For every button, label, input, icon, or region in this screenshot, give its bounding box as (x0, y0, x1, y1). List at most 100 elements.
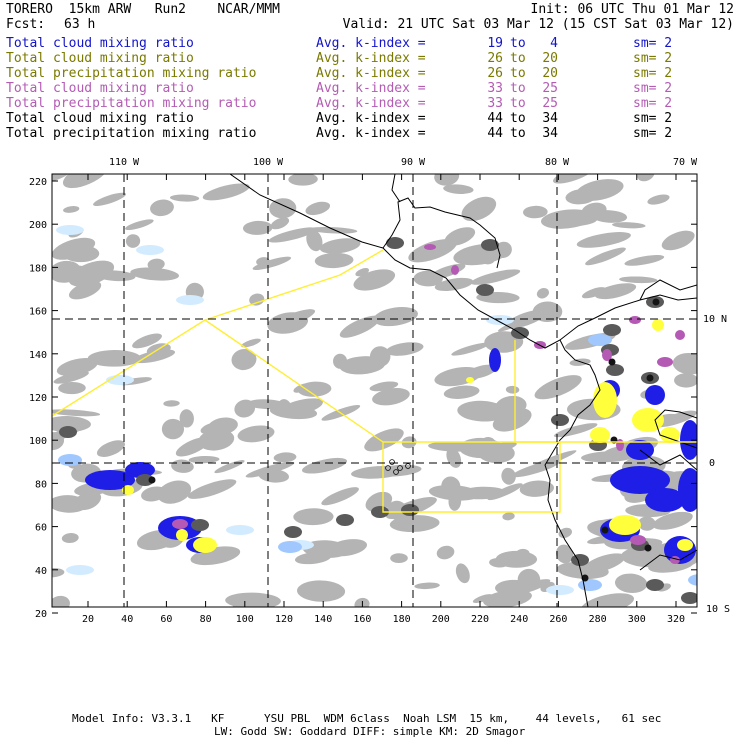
cloud-blob (62, 244, 100, 263)
map-frame (51, 173, 698, 608)
model-title: TORERO 15km ARW Run2 NCAR/MMM (6, 2, 280, 17)
precip-purple (629, 316, 641, 324)
field-layer (52, 174, 697, 607)
precip-purple (451, 265, 459, 275)
precip-yellow (193, 537, 217, 553)
island-outline (405, 463, 411, 469)
coastline (391, 174, 401, 203)
cloud-blob (464, 364, 497, 380)
cloud-blob (457, 486, 506, 500)
cloud-blob (242, 220, 273, 235)
precip-yellow (660, 427, 680, 443)
precip-purple (424, 244, 436, 250)
cloud-blob (297, 580, 346, 602)
pale-blue-patch (136, 245, 164, 255)
legend-k-start: 33 (487, 81, 503, 96)
cloud-blob (308, 226, 358, 234)
legend-smoothing: sm= 2 (633, 36, 673, 51)
init-time: Init: 06 UTC Thu 01 Mar 12 (530, 2, 735, 17)
cloud-blob (353, 269, 396, 291)
cloud-blob (258, 468, 290, 483)
coastline (639, 549, 697, 571)
cloud-blob (188, 455, 220, 464)
cloud-blob (638, 516, 656, 531)
cloud-blob (408, 238, 457, 263)
x-tick-label: 260 (549, 614, 567, 625)
forecast-label: Fcst: (6, 17, 46, 32)
cloud-blob (385, 342, 424, 356)
legend-k-start: 19 (487, 36, 503, 51)
precip-yellow (122, 485, 134, 495)
cloud-blob (652, 511, 693, 530)
coastline (544, 339, 601, 607)
cloud-blob (198, 429, 235, 451)
latitude-label: 10 S (706, 604, 730, 615)
cloud-blob (534, 375, 582, 400)
legend-k-start: 44 (487, 126, 503, 141)
dense-cloud-core (136, 474, 154, 486)
legend-to: to (510, 126, 526, 141)
legend-field-name: Total cloud mixing ratio (6, 81, 194, 96)
cloud-blob (268, 227, 317, 243)
legend-k-end: 34 (542, 126, 558, 141)
heavy-cloud-blue (489, 348, 501, 372)
cloud-blob (202, 183, 250, 201)
y-tick-label: 220 (29, 177, 47, 188)
x-tick-label: 300 (628, 614, 646, 625)
cloud-blob (63, 206, 80, 213)
cloud-blob (532, 301, 563, 323)
cloud-blob (130, 267, 179, 281)
precip-yellow (632, 408, 664, 432)
cloud-blob (273, 452, 297, 463)
cloud-blob (231, 348, 257, 371)
cloud-blob (501, 467, 516, 485)
cloud-blob (56, 358, 98, 377)
longitude-label: 80 W (545, 157, 570, 168)
cloud-blob (187, 479, 237, 499)
cloud-blob (441, 476, 461, 497)
legend-field-name: Total precipitation mixing ratio (6, 96, 257, 111)
cloud-blob (576, 232, 631, 248)
cloud-blob (95, 270, 136, 282)
cloud-blob (161, 418, 185, 440)
cloud-blob (339, 315, 380, 338)
cloud-blob (386, 500, 407, 520)
dense-cloud-core (371, 506, 389, 518)
cloud-blob (302, 457, 348, 474)
intense-core (601, 526, 609, 534)
longitude-label: 70 W (673, 157, 698, 168)
cloud-blob (436, 545, 455, 560)
y-tick-label: 20 (35, 609, 47, 620)
precip-yellow (590, 427, 610, 443)
longitude-label: 100 W (253, 157, 284, 168)
heavy-cloud-blue (85, 470, 135, 490)
cloud-blob (157, 480, 192, 504)
cloud-blob (434, 174, 460, 186)
x-tick-label: 60 (160, 614, 172, 625)
legend-avg-label: Avg. k-index = (316, 81, 426, 96)
longitude-label: 90 W (401, 157, 426, 168)
cloud-blob (52, 174, 70, 183)
cloud-blob (519, 480, 555, 497)
cloud-blob (575, 179, 624, 201)
cloud-blob (175, 437, 210, 457)
legend-to: to (510, 111, 526, 126)
legend-k-start: 26 (487, 66, 503, 81)
pale-blue-patch (56, 225, 84, 235)
coastline (639, 279, 697, 301)
legend-smoothing: sm= 2 (633, 96, 673, 111)
x-tick-label: 80 (200, 614, 212, 625)
model-info: Model Info: V3.3.1 KF YSU PBL WDM 6class… (72, 712, 662, 725)
dense-cloud-core (284, 526, 302, 538)
cloud-blob (74, 490, 102, 511)
legend-smoothing: sm= 2 (633, 111, 673, 126)
cloud-blob (553, 423, 598, 438)
precip-purple (657, 357, 673, 367)
cloud-blob (269, 404, 318, 420)
cloud-blob (373, 307, 418, 327)
legend-k-start: 26 (487, 51, 503, 66)
x-tick-label: 40 (121, 614, 133, 625)
legend-k-end: 20 (542, 66, 558, 81)
light-blue-patch (58, 454, 82, 466)
cloud-blob (133, 349, 176, 364)
